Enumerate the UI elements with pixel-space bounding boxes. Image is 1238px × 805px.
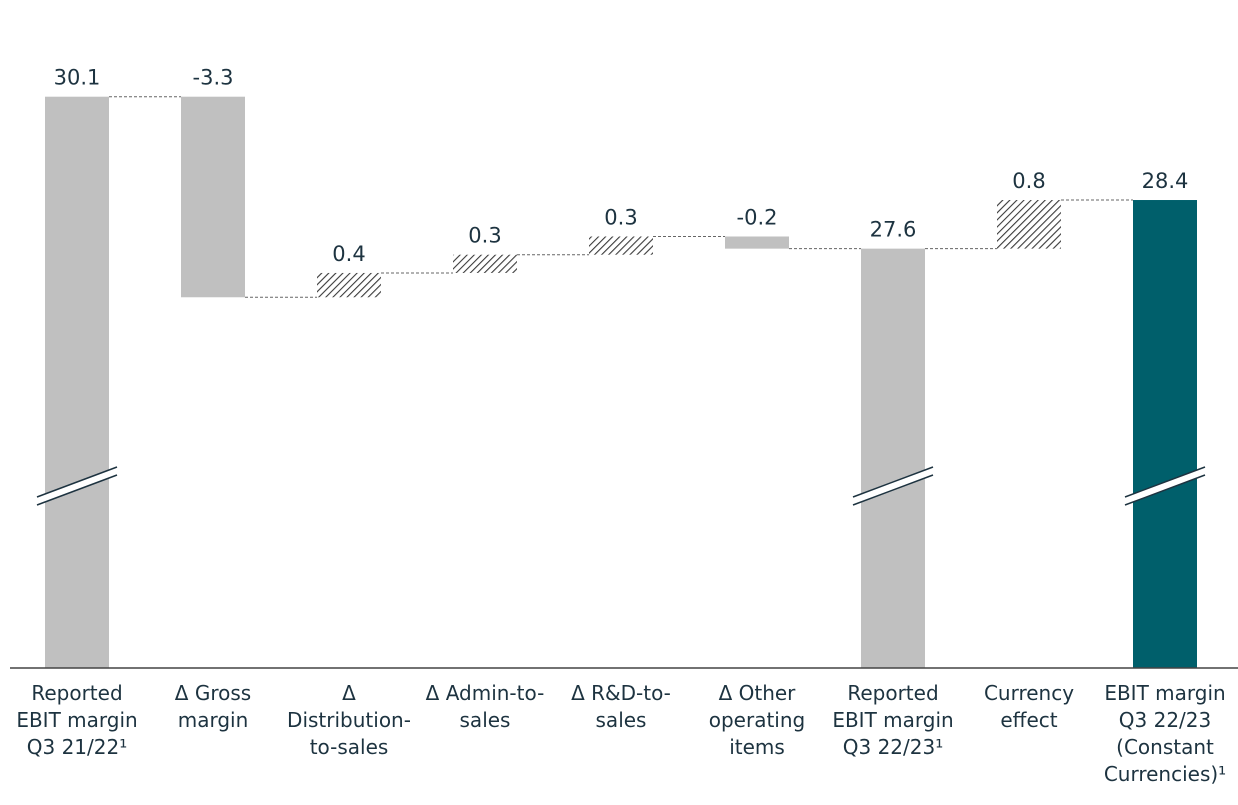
x-tick-label: Δ Other operating items	[708, 681, 806, 759]
value-label: 0.4	[332, 242, 365, 266]
value-label: 0.3	[468, 224, 501, 248]
bar	[725, 236, 789, 249]
x-tick-label: EBIT margin Q3 22/23 (Constant Currencie…	[1103, 681, 1227, 786]
x-tick-label: Reported EBIT margin Q3 21/22¹	[16, 681, 138, 759]
bar	[317, 272, 381, 298]
axis-break-line	[36, 466, 118, 498]
value-label: -3.3	[193, 66, 234, 90]
bar	[589, 236, 653, 255]
x-tick-label: Δ R&D-to-sales	[571, 681, 671, 732]
value-label: 0.3	[604, 205, 637, 229]
bar	[861, 248, 925, 668]
x-tick-label: Currency effect	[983, 681, 1075, 732]
x-tick-label: Reported EBIT margin Q3 22/23¹	[832, 681, 954, 759]
value-label: 28.4	[1142, 169, 1189, 193]
value-label: 0.8	[1012, 169, 1045, 193]
value-label: 27.6	[870, 218, 917, 242]
axis-break-line	[852, 474, 934, 506]
x-tick-label: Δ Admin-to-sales	[425, 681, 545, 732]
bar	[181, 96, 245, 298]
axis-break-line	[852, 466, 934, 498]
axis-break	[1125, 467, 1205, 505]
x-tick-label: Δ Gross margin	[174, 681, 252, 732]
axis-break-line	[36, 474, 118, 506]
bar	[997, 200, 1061, 249]
x-tick-label: Δ Distribution-to-sales	[287, 681, 411, 759]
value-label: -0.2	[737, 205, 778, 229]
bar	[45, 96, 109, 668]
value-label: 30.1	[54, 66, 101, 90]
axis-break-line	[1124, 466, 1206, 498]
axis-break	[37, 467, 117, 505]
axis-break	[853, 467, 933, 505]
bar	[1133, 200, 1197, 669]
axis-break-line	[1124, 474, 1206, 506]
bar	[453, 254, 517, 273]
